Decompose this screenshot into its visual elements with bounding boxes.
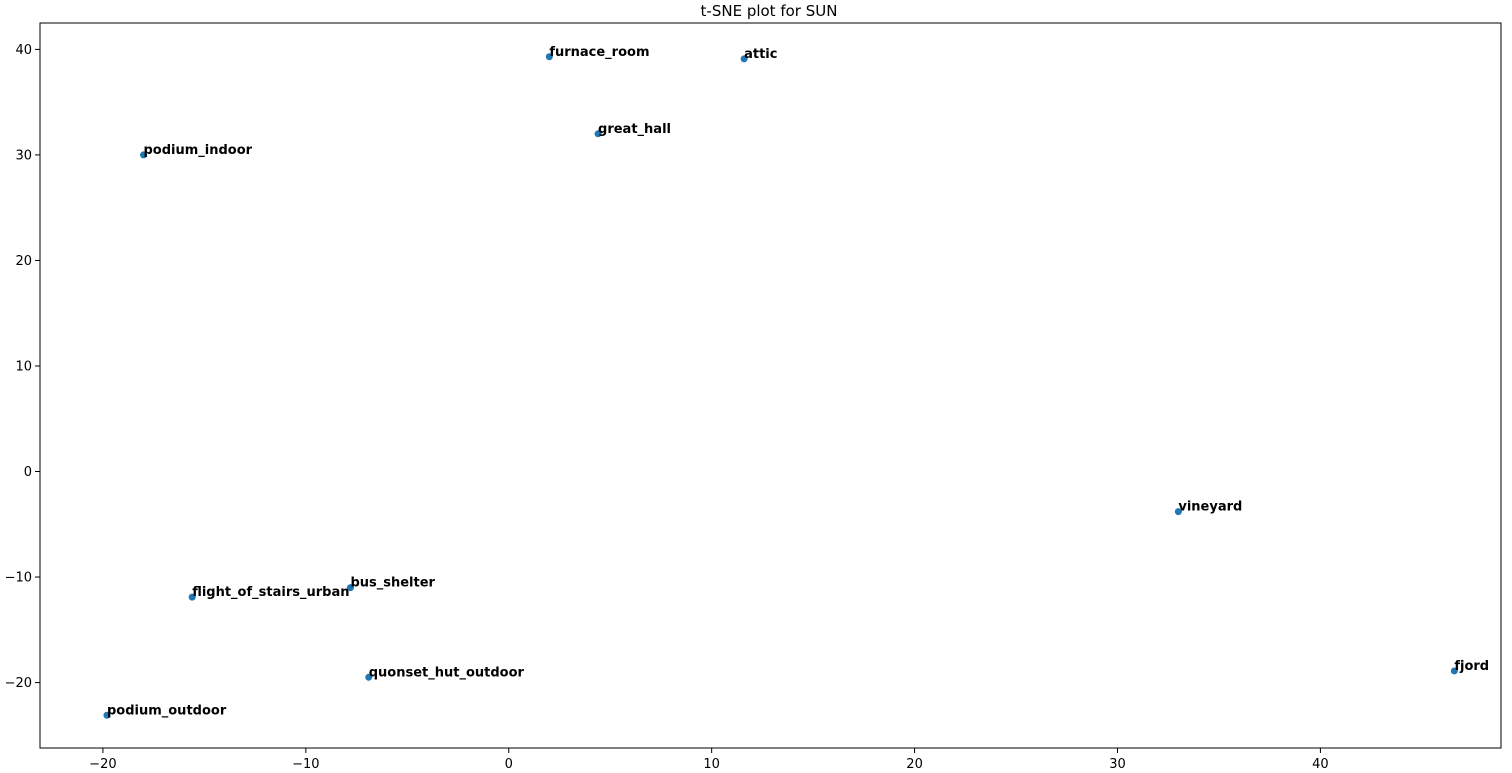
scatter-point <box>103 711 111 719</box>
scatter-point <box>188 593 196 601</box>
scatter-point <box>594 130 602 138</box>
y-tick-label: 20 <box>15 254 32 269</box>
x-tick-label: 10 <box>703 757 720 772</box>
point-label: podium_indoor <box>143 143 252 158</box>
y-axis: −20 −10 0 10 20 30 40 <box>5 43 40 691</box>
point-label: podium_outdoor <box>107 703 227 718</box>
point-label: attic <box>744 47 777 62</box>
y-tick-label: −10 <box>5 571 32 586</box>
point-label: fjord <box>1454 659 1489 674</box>
scatter-point <box>545 53 553 61</box>
scatter-point <box>346 584 354 592</box>
chart-title: t-SNE plot for SUN <box>701 2 838 20</box>
x-tick-label: 20 <box>906 757 923 772</box>
y-tick-label: 10 <box>15 359 32 374</box>
point-label: furnace_room <box>549 45 649 60</box>
scatter-point <box>740 55 748 63</box>
plot-area <box>39 22 1502 749</box>
y-tick-label: 40 <box>15 43 32 58</box>
y-tick-label: 0 <box>24 465 32 480</box>
y-tick-label: −20 <box>5 676 32 691</box>
x-tick-label: −20 <box>89 757 116 772</box>
x-tick-label: 0 <box>505 757 513 772</box>
scatter-point <box>1450 667 1458 675</box>
point-label: vineyard <box>1178 500 1242 515</box>
point-label: flight_of_stairs_urban <box>192 585 349 600</box>
x-tick-label: 30 <box>1109 757 1126 772</box>
x-axis: −20 −10 0 10 20 30 40 <box>89 748 1329 772</box>
point-label: great_hall <box>598 122 671 137</box>
y-tick-label: 30 <box>15 148 32 163</box>
x-tick-label: 40 <box>1312 757 1329 772</box>
scatter-point <box>139 151 147 159</box>
scatter-point <box>1174 508 1182 516</box>
x-tick-label: −10 <box>292 757 319 772</box>
scatter-point <box>365 673 373 681</box>
data-points: furnace_room attic great_hall podium_indoor… <box>103 45 1489 719</box>
point-label: bus_shelter <box>350 576 435 591</box>
point-label: quonset_hut_outdoor <box>369 665 525 680</box>
